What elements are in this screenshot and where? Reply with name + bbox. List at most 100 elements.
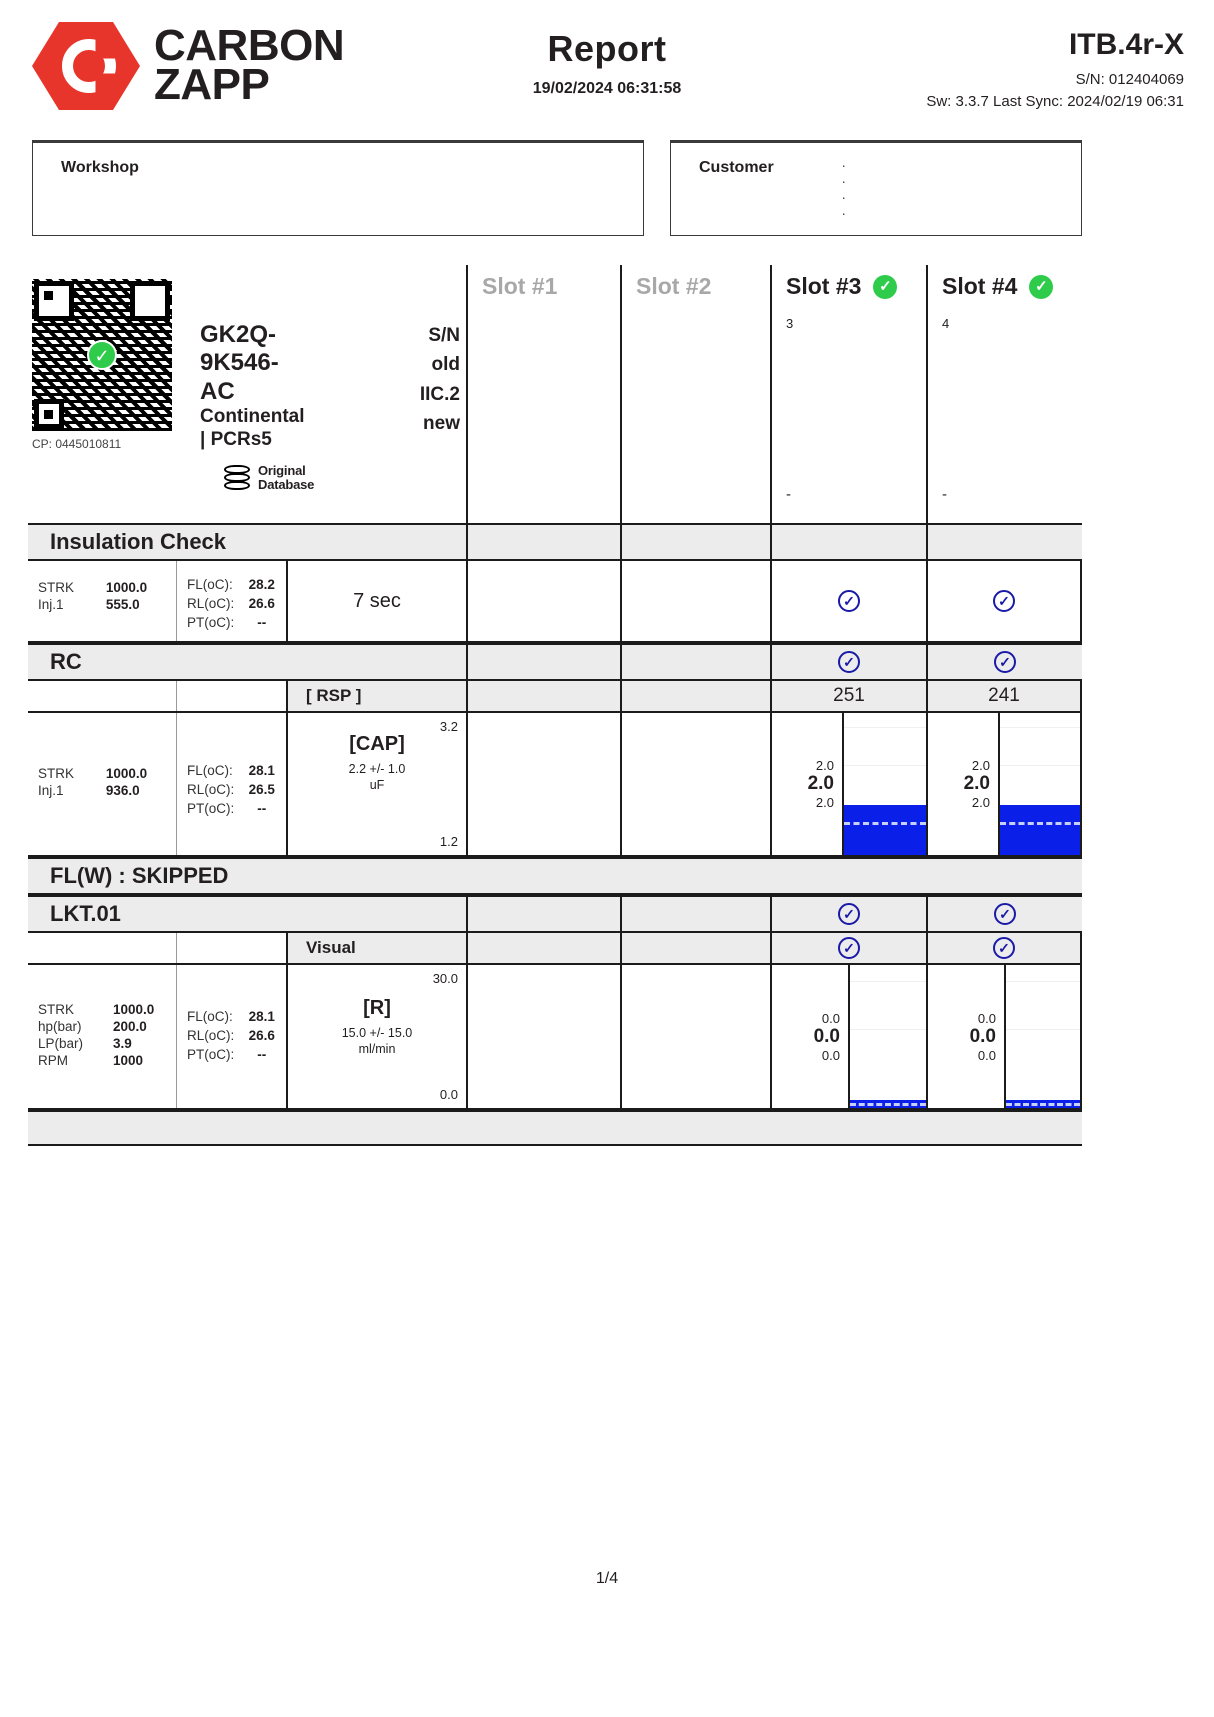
customer-line: . [841, 154, 846, 170]
lkt-meta: STRK 1000.0 hp(bar) 200.0 LP(bar) 3.9 RP… [28, 965, 176, 1108]
insulation-slot1-result [466, 523, 620, 561]
lkt-visual-slot1 [466, 933, 620, 963]
meta-key: Inj.1 [38, 597, 64, 612]
database-badge-line1: Original [258, 462, 306, 478]
insulation-meta: STRK 1000.0 Inj.1 555.0 [28, 561, 176, 641]
temp-value: 26.6 [248, 596, 275, 611]
lkt-slot4-cell: 0.0 0.0 0.0 [926, 965, 1082, 1108]
insulation-slot4-cell: ✓ [926, 561, 1082, 641]
lkt-spec-tolerance: 15.0 +/- 15.0 [341, 1026, 413, 1040]
temp-value: -- [257, 1047, 267, 1062]
lkt-slot4-main: 0.0 [969, 1025, 996, 1047]
meta-value: 555.0 [105, 597, 140, 612]
meta-key: STRK [38, 766, 75, 781]
slot-headers: Slot #1 Slot #2 Slot #3 ✓ 3 - Slot #4 ✓ … [466, 265, 1082, 523]
lkt-visual-slot3-check-icon: ✓ [838, 937, 860, 959]
lkt-slot1-cell [466, 965, 620, 1108]
rc-spec-unit: uF [369, 778, 385, 792]
database-icon [224, 465, 250, 491]
slot-header-1[interactable]: Slot #1 [466, 265, 620, 523]
insulation-slot4-check-icon: ✓ [993, 590, 1015, 612]
insulation-slot3-cell: ✓ [770, 561, 926, 641]
rc-slot3-upper: 2.0 [815, 758, 834, 773]
temp-key: FL(oC): [187, 577, 233, 592]
temp-value: 26.5 [248, 782, 275, 797]
rc-slot2-cell [620, 713, 770, 855]
customer-box: Customer . . . . [670, 140, 1082, 236]
rc-slot3-count: 251 [833, 685, 865, 706]
rc-slot4-count: 241 [988, 685, 1020, 706]
lkt-subheader-row: Visual ✓ ✓ [28, 933, 1082, 965]
rc-axis-max: 3.2 [439, 719, 458, 734]
lkt-visual-slot3: ✓ [770, 933, 926, 963]
temp-key: RL(oC): [187, 596, 235, 611]
lkt-slot3-cell: 0.0 0.0 0.0 [770, 965, 926, 1108]
rc-spec-name: [CAP] [349, 733, 405, 755]
rc-data-row: STRK 1000.0 Inj.1 936.0 FL(oC): 28.1 RL(… [28, 713, 1082, 857]
lkt-spec-unit: ml/min [358, 1042, 396, 1056]
slot3-dash: - [786, 486, 791, 503]
rc-slot1-count [466, 681, 620, 711]
lkt-spec: [R] 15.0 +/- 15.0 ml/min 30.0 0.0 [286, 965, 466, 1108]
insulation-duration: 7 sec [286, 561, 466, 641]
temp-key: PT(oC): [187, 801, 235, 816]
lkt-slot1-result [466, 895, 620, 933]
qr-verified-icon: ✓ [87, 340, 117, 370]
lkt-slot3-result: ✓ [770, 895, 926, 933]
rc-subheader-row: [ RSP ] 251 241 [28, 681, 1082, 713]
meta-key: RPM [38, 1053, 68, 1068]
part-brand: Continental [200, 405, 305, 427]
part-number-line2: 9K546- [200, 349, 279, 377]
label-old: old [431, 354, 461, 376]
report-table: ✓ CP: 0445010811 GK2Q- 9K546- AC Contine… [28, 265, 1082, 1146]
rc-slot3-cell: 2.0 2.0 2.0 [770, 713, 926, 855]
rc-spec: [CAP] 2.2 +/- 1.0 uF 3.2 1.2 [286, 713, 466, 855]
insulation-slot2-result [620, 523, 770, 561]
report-title-block: Report 19/02/2024 06:31:58 [0, 28, 1214, 98]
report-datetime: 19/02/2024 06:31:58 [532, 80, 682, 97]
customer-line: . [841, 186, 846, 202]
part-info: GK2Q- 9K546- AC Continental | PCRs5 Orig… [178, 279, 380, 523]
rc-slot2-count [620, 681, 770, 711]
lkt-slot3-main: 0.0 [813, 1025, 840, 1047]
lkt-slot4-result: ✓ [926, 895, 1082, 933]
slot-title-2: Slot #2 [636, 273, 712, 299]
meta-value: 1000.0 [105, 580, 148, 595]
rc-slot3-main: 2.0 [807, 773, 834, 794]
lkt-slot2-result [620, 895, 770, 933]
lkt-title: LKT.01 [50, 901, 121, 926]
slot-header-2[interactable]: Slot #2 [620, 265, 770, 523]
slot-header-4[interactable]: Slot #4 ✓ 4 - [926, 265, 1082, 523]
section-header-flw: FL(W) : SKIPPED [28, 857, 1082, 895]
part-family: | PCRs5 [200, 428, 272, 450]
page-title: Report [547, 28, 667, 69]
lkt-visual-slot4-check-icon: ✓ [993, 937, 1015, 959]
insulation-title: Insulation Check [50, 529, 227, 554]
lkt-slot4-graph [1004, 965, 1080, 1108]
temp-value: -- [257, 615, 267, 630]
insulation-slot3-check-icon: ✓ [838, 590, 860, 612]
part-number-line1: GK2Q- [200, 321, 277, 348]
insulation-slot4-result [926, 523, 1082, 561]
label-code: IIC.2 [419, 383, 460, 405]
section-header-lkt: LKT.01 ✓ ✓ [28, 895, 1082, 933]
meta-key: LP(bar) [38, 1036, 84, 1051]
meta-value: 1000 [112, 1053, 143, 1068]
rc-slot4-check-icon: ✓ [994, 651, 1016, 673]
meta-value: 936.0 [105, 783, 140, 798]
workshop-label: Workshop [61, 159, 139, 176]
temp-key: PT(oC): [187, 1047, 235, 1062]
label-new: new [423, 413, 460, 435]
temp-value: 28.1 [248, 1009, 275, 1024]
lkt-axis-max: 30.0 [432, 971, 458, 986]
rc-meta: STRK 1000.0 Inj.1 936.0 [28, 713, 176, 855]
rc-slot3-check-icon: ✓ [838, 651, 860, 673]
slot-header-3[interactable]: Slot #3 ✓ 3 - [770, 265, 926, 523]
slot4-pass-icon: ✓ [1029, 274, 1054, 299]
rc-slot4-cell: 2.0 2.0 2.0 [926, 713, 1082, 855]
cp-number: CP: 0445010811 [32, 437, 122, 451]
lkt-axis-min: 0.0 [439, 1087, 458, 1102]
info-boxes: Workshop Customer . . . . [0, 140, 1214, 250]
meta-key: hp(bar) [38, 1019, 82, 1034]
customer-line: . [841, 202, 846, 218]
